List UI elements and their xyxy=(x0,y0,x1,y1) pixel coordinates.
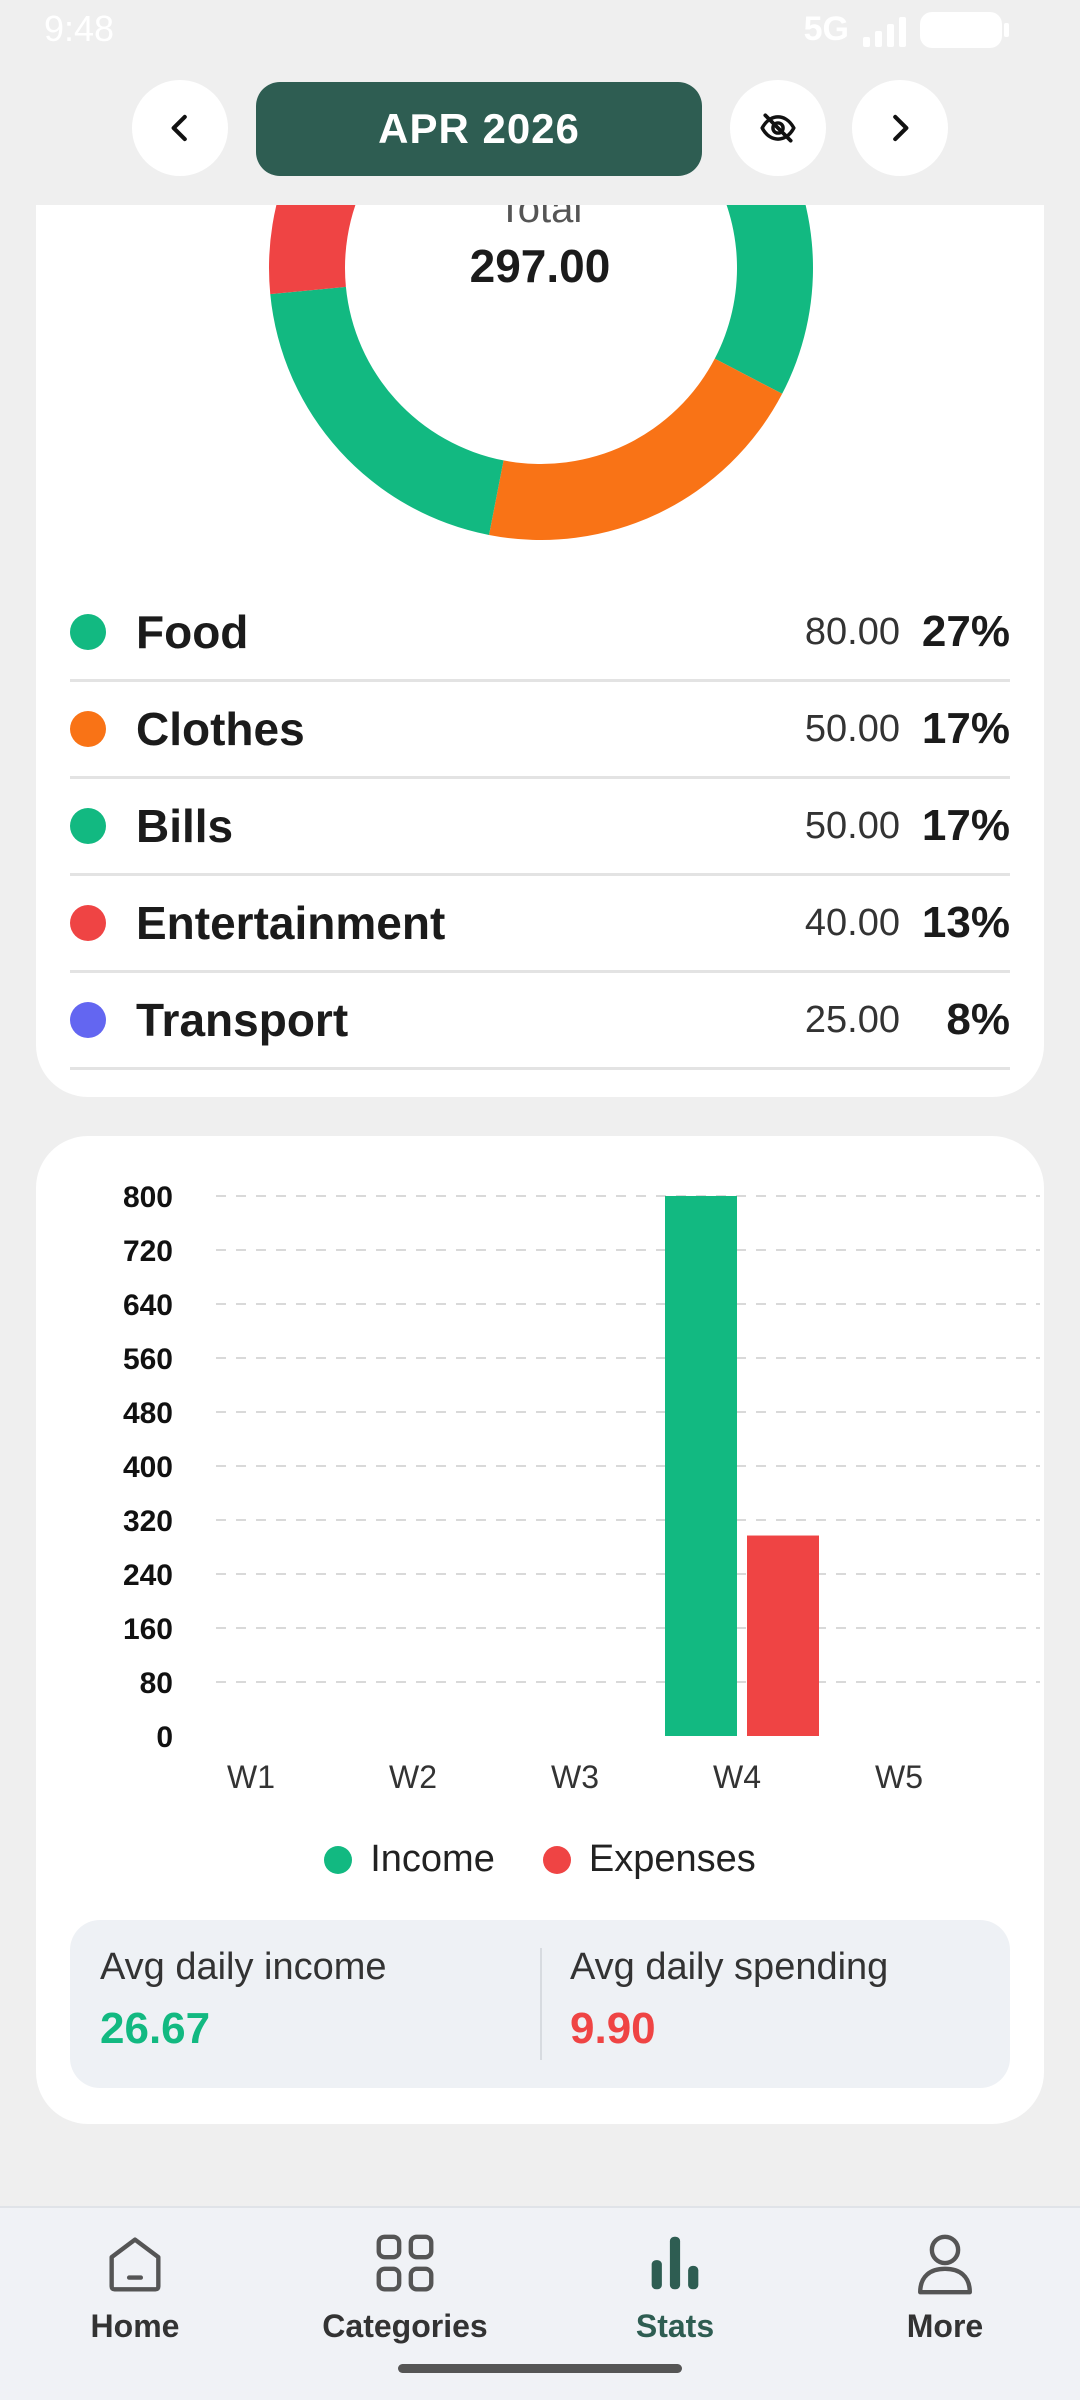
donut-slice-clothes xyxy=(489,358,783,540)
nav-label: Categories xyxy=(322,2308,488,2344)
averages-divider xyxy=(540,1948,542,2060)
avg-income-label: Avg daily income xyxy=(100,1946,387,1988)
donut-slice-entertainment xyxy=(269,205,356,295)
category-amount: 50.00 xyxy=(804,804,900,847)
y-tick-label: 720 xyxy=(123,1235,173,1268)
category-row-transport[interactable]: Transport 25.00 8% xyxy=(70,973,1010,1070)
y-tick-label: 160 xyxy=(123,1613,173,1646)
legend-dot xyxy=(324,1845,353,1874)
donut-slice-bills xyxy=(270,286,504,535)
category-summary-card: Total 297.00 Food 80.00 27% Clothes 50.0… xyxy=(36,205,1044,1097)
category-name: Transport xyxy=(136,994,349,1046)
category-color-dot xyxy=(70,808,106,844)
status-bar-overlay: 9:48 5G xyxy=(0,0,1080,62)
legend-dot xyxy=(542,1845,571,1874)
x-tick-label: W5 xyxy=(875,1759,923,1795)
y-tick-label: 80 xyxy=(140,1667,173,1700)
category-color-dot xyxy=(70,1002,106,1038)
chevron-right-icon xyxy=(893,114,909,142)
total-label: Total xyxy=(497,205,583,231)
avg-spending-value: 9.90 xyxy=(570,2004,656,2053)
eye-off-icon xyxy=(760,113,796,143)
category-color-dot xyxy=(70,905,106,941)
category-list: Food 80.00 27% Clothes 50.00 17% Bills 5… xyxy=(70,585,1010,1070)
nav-label: Home xyxy=(90,2308,180,2344)
avg-spending-label: Avg daily spending xyxy=(570,1946,889,1988)
x-tick-label: W3 xyxy=(551,1759,599,1795)
category-amount: 25.00 xyxy=(804,998,900,1041)
next-month-button[interactable] xyxy=(852,80,948,176)
month-header: APR 2026 xyxy=(0,80,1080,176)
category-percent: 17% xyxy=(921,801,1010,850)
y-tick-label: 640 xyxy=(123,1289,173,1322)
legend-label: Expenses xyxy=(588,1838,756,1880)
y-tick-label: 800 xyxy=(123,1181,173,1214)
signal-icon xyxy=(863,13,906,47)
category-amount: 80.00 xyxy=(804,610,900,653)
category-color-dot xyxy=(70,614,106,650)
x-tick-label: W1 xyxy=(227,1759,275,1795)
user-icon xyxy=(918,2234,972,2295)
home-indicator xyxy=(398,2364,682,2373)
nav-label: More xyxy=(906,2308,984,2344)
home-icon xyxy=(109,2237,161,2292)
month-selector[interactable]: APR 2026 xyxy=(256,82,702,176)
battery-icon xyxy=(920,11,1009,48)
nav-item-stats[interactable]: Stats xyxy=(575,2228,775,2345)
bar-expenses-w4[interactable] xyxy=(747,1535,819,1736)
category-row-clothes[interactable]: Clothes 50.00 17% xyxy=(70,682,1010,779)
legend-expenses: Expenses xyxy=(542,1838,756,1881)
bar-chart-icon xyxy=(651,2236,699,2290)
donut-slice-food xyxy=(714,205,813,394)
legend-income: Income xyxy=(324,1838,495,1881)
nav-item-categories[interactable]: Categories xyxy=(305,2228,505,2345)
category-name: Entertainment xyxy=(136,897,446,949)
chevron-left-icon xyxy=(171,114,187,142)
category-color-dot xyxy=(70,711,106,747)
y-tick-label: 320 xyxy=(123,1505,173,1538)
total-value: 297.00 xyxy=(469,240,611,292)
legend-label: Income xyxy=(370,1838,495,1880)
grid-icon xyxy=(376,2234,434,2292)
avg-income-value: 26.67 xyxy=(100,2004,211,2053)
category-percent: 13% xyxy=(921,898,1010,947)
category-row-food[interactable]: Food 80.00 27% xyxy=(70,585,1010,682)
nav-item-home[interactable]: Home xyxy=(35,2228,235,2345)
nav-label: Stats xyxy=(635,2308,715,2344)
category-row-entertainment[interactable]: Entertainment 40.00 13% xyxy=(70,876,1010,973)
category-name: Clothes xyxy=(136,703,305,755)
category-percent: 27% xyxy=(921,607,1010,656)
x-tick-label: W2 xyxy=(389,1759,437,1795)
status-indicators: 5G xyxy=(803,10,1009,49)
category-percent: 17% xyxy=(921,704,1010,753)
category-amount: 40.00 xyxy=(804,901,900,944)
category-name: Food xyxy=(136,606,249,658)
status-time: 9:48 xyxy=(44,8,115,49)
y-tick-label: 0 xyxy=(156,1721,173,1754)
previous-month-button[interactable] xyxy=(132,80,228,176)
y-tick-label: 480 xyxy=(123,1397,173,1430)
category-amount: 50.00 xyxy=(804,707,900,750)
category-name: Bills xyxy=(136,800,234,852)
chart-legend: Income Expenses xyxy=(0,1838,1080,1881)
network-type: 5G xyxy=(803,10,849,48)
category-percent: 8% xyxy=(946,995,1010,1044)
category-row-bills[interactable]: Bills 50.00 17% xyxy=(70,779,1010,876)
x-tick-label: W4 xyxy=(713,1759,761,1795)
category-donut-chart xyxy=(269,205,813,540)
y-tick-label: 240 xyxy=(123,1559,173,1592)
y-tick-label: 560 xyxy=(123,1343,173,1376)
toggle-visibility-button[interactable] xyxy=(730,80,826,176)
averages-panel: Avg daily income 26.67 Avg daily spendin… xyxy=(70,1920,1010,2088)
nav-item-more[interactable]: More xyxy=(845,2228,1045,2345)
weekly-bar-chart: 0 80 160 240 320 400 480 560 640 720 800 W1 W2 W3 W4 W5 xyxy=(123,1181,1040,1795)
y-tick-label: 400 xyxy=(123,1451,173,1484)
bar-income-w4[interactable] xyxy=(665,1196,737,1736)
